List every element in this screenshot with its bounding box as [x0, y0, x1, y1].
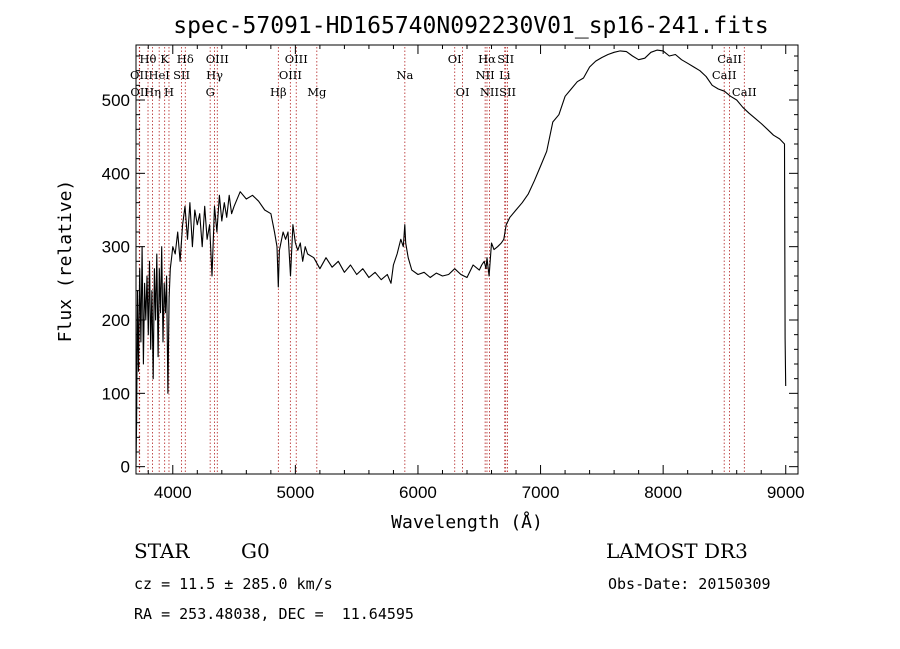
line-label-11: G — [206, 85, 215, 99]
line-label-8: Hδ — [177, 52, 194, 66]
line-label-14: OIII — [279, 68, 302, 82]
line-label-5: K — [160, 52, 169, 66]
line-label-27: CaII — [732, 85, 757, 99]
line-label-26: CaII — [712, 68, 737, 82]
flux-series — [135, 49, 787, 467]
emission-line-markers — [138, 47, 745, 474]
survey-name: LAMOST DR3 — [606, 539, 748, 563]
y-axis-label: Flux (relative) — [55, 180, 76, 343]
line-label-23: NII — [480, 85, 499, 99]
line-label-1: OII — [130, 68, 149, 82]
observation-date: Obs-Date: 20150309 — [608, 575, 771, 593]
line-label-18: OI — [456, 85, 470, 99]
plot-frame — [135, 44, 799, 475]
y-tick-label-4: 400 — [102, 164, 130, 183]
line-label-4: HeI — [148, 68, 169, 82]
y-tick-label-3: 300 — [102, 238, 130, 257]
line-label-13: OIII — [285, 52, 308, 66]
object-subclass: G0 — [241, 539, 270, 563]
x-tick-label-1: 5000 — [276, 483, 314, 502]
x-axis-label: Wavelength (Å) — [391, 511, 543, 533]
line-label-20: SII — [497, 52, 514, 66]
y-axis: 0 100 200 300 400 500 — [102, 55, 798, 477]
line-label-2: OII — [130, 85, 149, 99]
line-label-17: OI — [448, 52, 462, 66]
line-label-16: Na — [396, 68, 413, 82]
x-tick-label-5: 9000 — [767, 483, 805, 502]
line-label-7: H — [164, 85, 174, 99]
x-tick-label-2: 6000 — [399, 483, 437, 502]
line-label-9: OIII — [206, 52, 229, 66]
chart-title: spec-57091-HD165740N092230V01_sp16-241.f… — [173, 13, 768, 39]
coordinates: RA = 253.48038, DEC = 11.64595 — [134, 605, 414, 623]
line-label-3: Hη — [144, 85, 161, 99]
object-type: STAR — [134, 539, 190, 563]
x-tick-label-0: 4000 — [154, 483, 192, 502]
line-label-22: Li — [499, 68, 511, 82]
x-tick-label-3: 7000 — [522, 483, 560, 502]
line-label-10: Hγ — [206, 68, 223, 82]
y-tick-label-5: 500 — [102, 91, 130, 110]
line-label-21: NII — [476, 68, 495, 82]
y-tick-label-2: 200 — [102, 311, 130, 330]
line-label-12: Hβ — [270, 85, 287, 99]
line-label-0: Hθ — [140, 52, 157, 66]
redshift-velocity: cz = 11.5 ± 285.0 km/s — [134, 575, 333, 593]
y-tick-label-0: 0 — [121, 458, 130, 477]
x-axis: 4000 5000 6000 7000 8000 9000 — [147, 45, 805, 502]
y-tick-label-1: 100 — [102, 384, 130, 403]
line-label-6: SII — [173, 68, 190, 82]
line-label-19: Hα — [478, 52, 496, 66]
line-label-15: Mg — [307, 85, 327, 99]
line-label-25: CaII — [717, 52, 742, 66]
flux-line — [135, 49, 787, 467]
x-tick-label-4: 8000 — [644, 483, 682, 502]
line-label-24: SII — [499, 85, 516, 99]
